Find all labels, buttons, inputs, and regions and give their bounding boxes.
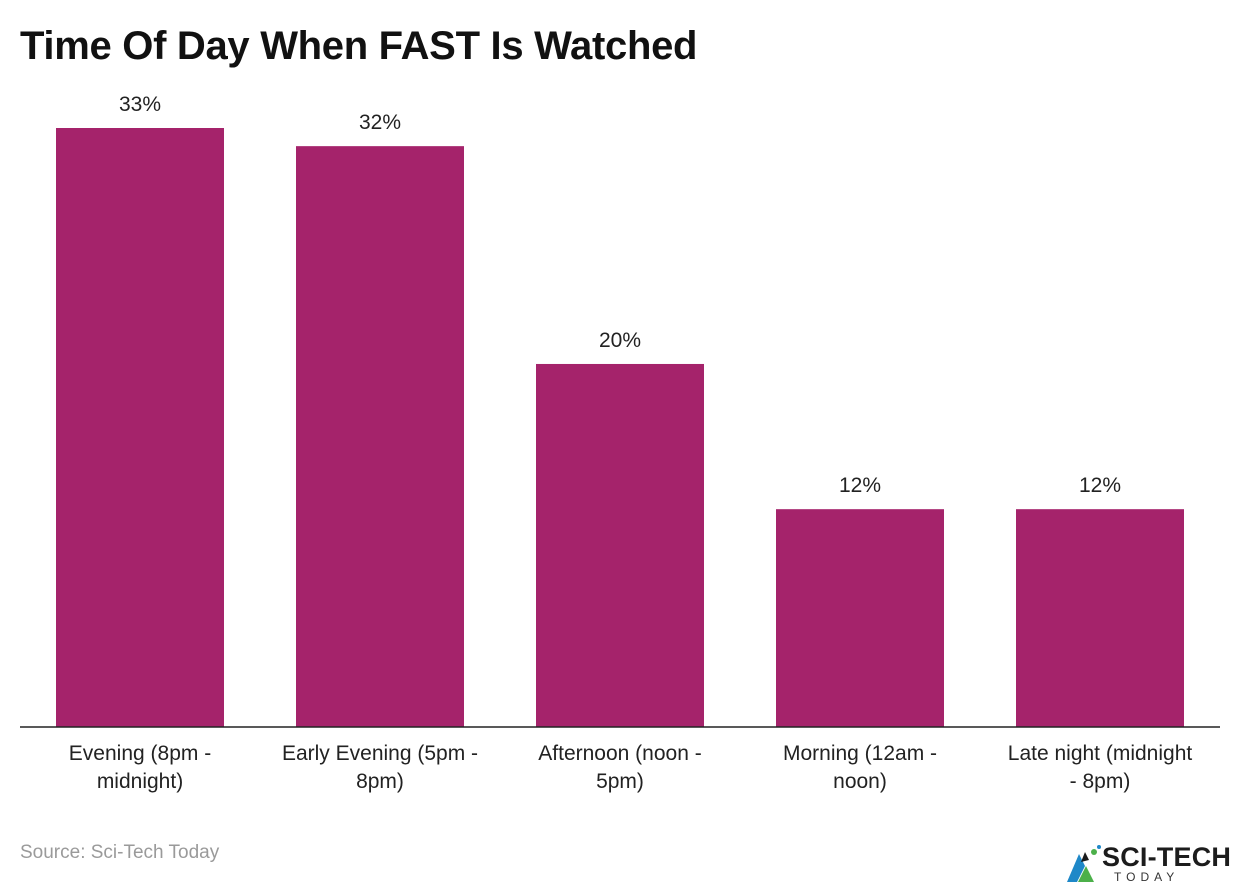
sci-tech-logo: SCI-TECH TODAY xyxy=(1064,842,1236,884)
value-label: 12% xyxy=(1079,474,1121,497)
value-label: 12% xyxy=(839,474,881,497)
bar xyxy=(56,128,224,727)
value-label: 32% xyxy=(359,111,401,134)
bar xyxy=(1016,509,1184,727)
logo-name: SCI-TECH xyxy=(1102,842,1232,872)
value-label: 33% xyxy=(119,93,161,116)
category-label: Afternoon (noon -5pm) xyxy=(538,742,701,793)
category-label: Evening (8pm -midnight) xyxy=(69,742,211,793)
bar xyxy=(776,509,944,727)
category-label: Early Evening (5pm -8pm) xyxy=(282,742,478,793)
bar xyxy=(536,363,704,727)
bars-group xyxy=(56,128,1184,728)
bar-chart: 33% Evening (8pm -midnight) 32% Early Eveni… xyxy=(20,93,1220,793)
logo-mark-icon xyxy=(1067,845,1101,882)
chart-title: Time Of Day When FAST Is Watched xyxy=(20,24,698,68)
value-label: 20% xyxy=(599,329,641,352)
category-label: Late night (midnight - 8pm) xyxy=(1008,742,1193,793)
labels-group: 33% Evening (8pm -midnight) 32% Early Eveni… xyxy=(69,93,1193,793)
category-label: Morning (12am -noon) xyxy=(783,742,937,793)
source-note: Source: Sci-Tech Today xyxy=(20,842,220,863)
logo-subtitle: TODAY xyxy=(1114,870,1180,884)
bar xyxy=(296,146,464,728)
